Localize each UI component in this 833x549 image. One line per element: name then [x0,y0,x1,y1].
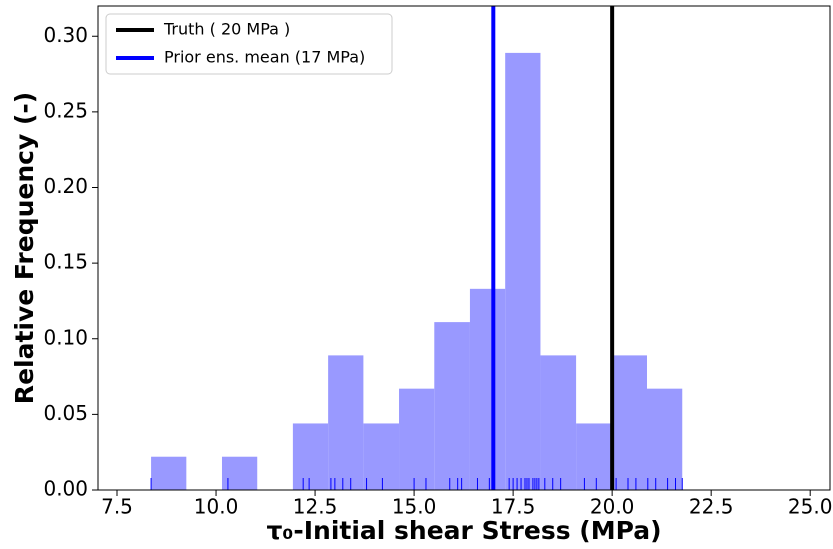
x-tick-label: 22.5 [689,495,734,519]
y-tick-label: 0.10 [43,325,88,349]
x-tick-label: 10.0 [194,495,239,519]
bar [399,388,435,490]
y-axis-label: Relative Frequency (-) [10,92,39,404]
x-tick-label: 15.0 [392,495,437,519]
y-tick-label: 0.15 [43,250,88,274]
y-tick-label: 0.00 [43,477,88,501]
bar [611,355,647,490]
bar [647,388,683,490]
legend-label: Truth ( 20 MPa ) [163,20,290,39]
y-tick-label: 0.30 [43,23,88,47]
x-tick-label: 20.0 [590,495,635,519]
bar [576,423,612,490]
bar [328,355,364,490]
x-tick-label: 7.5 [101,495,133,519]
legend: Truth ( 20 MPa ) Prior ens. mean (17 MPa) [105,13,393,75]
legend-box [105,13,393,75]
bar [434,322,470,490]
bar [363,423,400,490]
bar [151,456,187,490]
y-tick-label: 0.25 [43,98,88,122]
x-tick-label: 25.0 [788,495,833,519]
bar [540,355,577,490]
bar [221,456,258,490]
bar [292,423,329,490]
legend-label: Prior ens. mean (17 MPa) [164,48,365,67]
y-tick-label: 0.05 [43,401,88,425]
bar [469,288,506,490]
x-axis-label: τ₀-Initial shear Stress (MPa) [266,516,661,545]
x-tick-label: 17.5 [491,495,536,519]
x-tick-label: 12.5 [293,495,338,519]
bar [505,52,541,490]
y-tick-label: 0.20 [43,174,88,198]
plot-frame [97,5,831,491]
